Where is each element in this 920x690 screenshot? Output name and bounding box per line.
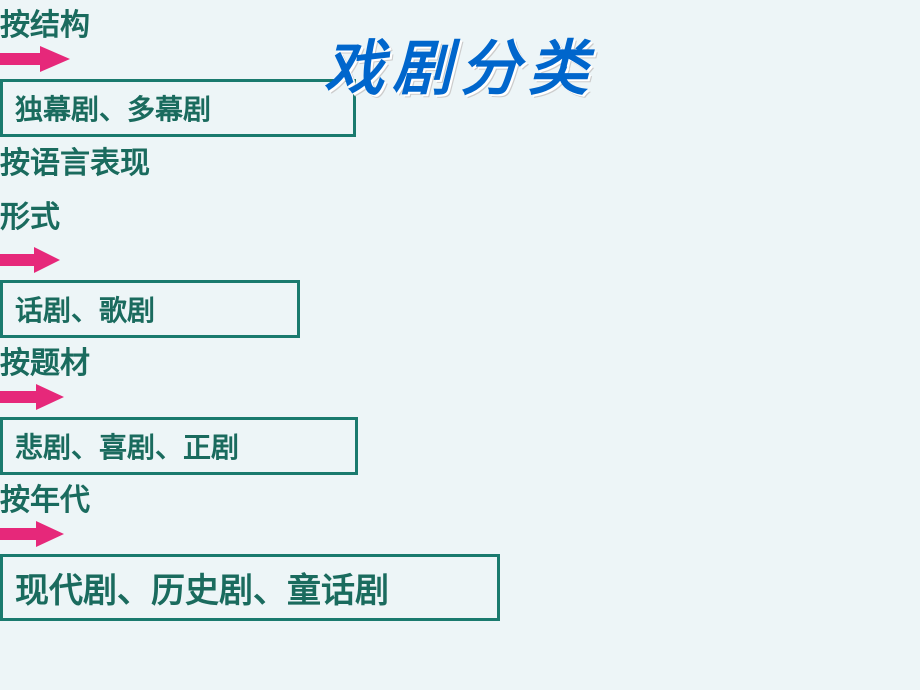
page-title: 戏剧分类 [324, 20, 596, 107]
arrow-shape [0, 46, 70, 72]
label-line1: 按语言表现 [0, 137, 180, 191]
category-content: 现代剧、历史剧、童话剧 [15, 572, 389, 610]
category-label-era: 按年代 [0, 475, 920, 519]
category-label-theme: 按题材 [0, 338, 920, 382]
category-box-theme: 悲剧、喜剧、正剧 [0, 417, 358, 475]
category-box-era: 现代剧、历史剧、童话剧 [0, 554, 500, 621]
arrow-shape [0, 247, 60, 273]
arrow-shape [0, 521, 64, 547]
category-content: 话剧、歌剧 [15, 295, 155, 326]
category-content: 悲剧、喜剧、正剧 [15, 432, 239, 463]
arrow-icon [0, 245, 60, 275]
category-content: 独幕剧、多幕剧 [15, 94, 211, 125]
arrow-icon [0, 519, 64, 549]
category-box-language: 话剧、歌剧 [0, 280, 300, 338]
arrow-shape [0, 384, 64, 410]
arrow-icon [0, 44, 70, 74]
arrow-icon [0, 382, 64, 412]
label-line2: 形式 [0, 191, 180, 245]
category-label-language: 按语言表现 形式 [0, 137, 180, 245]
category-box-structure: 独幕剧、多幕剧 [0, 79, 356, 137]
